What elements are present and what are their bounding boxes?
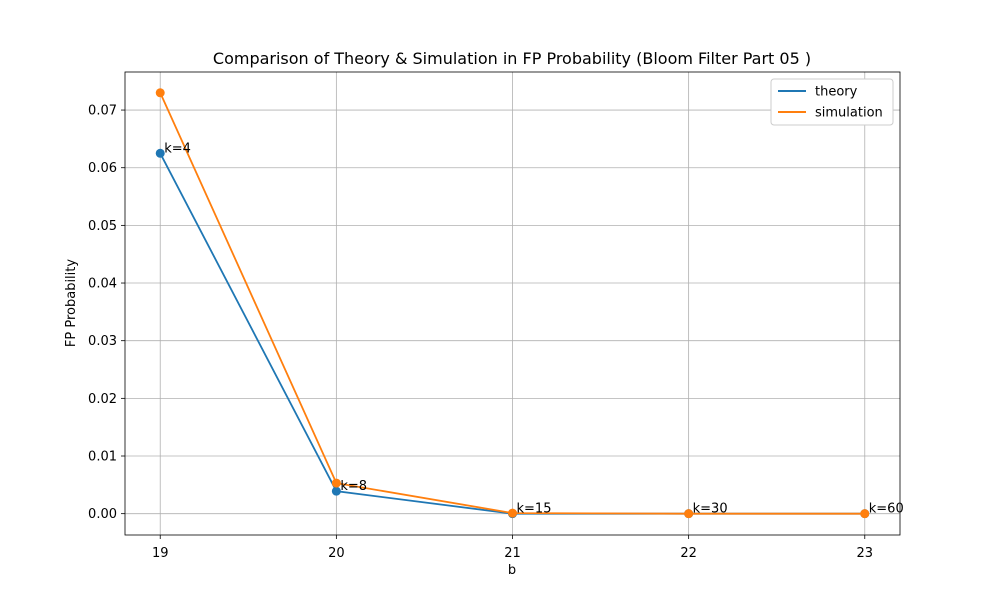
y-tick-label: 0.00: [88, 507, 117, 522]
y-tick-label: 0.07: [88, 104, 117, 119]
y-tick-label: 0.05: [88, 219, 117, 234]
series-point-simulation: [684, 509, 694, 519]
x-tick-label: 19: [152, 546, 169, 561]
legend-label-theory: theory: [815, 85, 858, 100]
annotations: k=4 k=8 k=15 k=30 k=60: [164, 141, 904, 516]
x-tick-label: 21: [504, 546, 521, 561]
x-tick-label: 20: [328, 546, 345, 561]
series-point-simulation: [508, 508, 517, 518]
series-point-theory: [331, 486, 341, 496]
y-tick-label: 0.02: [88, 392, 117, 407]
y-tick-label: 0.03: [88, 334, 117, 349]
y-tick-label: 0.01: [88, 450, 117, 465]
series-point-simulation: [331, 478, 341, 488]
x-axis-label: b: [508, 563, 516, 578]
series-point-simulation: [860, 509, 870, 519]
chart-title: Comparison of Theory & Simulation in FP …: [213, 49, 811, 68]
y-tick-label: 0.04: [88, 277, 117, 292]
annotation-label: k=8: [340, 479, 367, 494]
x-tick-label: 23: [856, 546, 873, 561]
ticks: 19 20 21 22 23 0.00 0.01 0.02 0.03 0.04 0.05 0.06 0.…: [88, 104, 873, 561]
legend-label-simulation: simulation: [815, 106, 883, 121]
legend: theory simulation: [770, 78, 894, 126]
annotation-label: k=15: [517, 502, 552, 517]
x-tick-label: 22: [680, 546, 697, 561]
plot-series: [155, 88, 870, 519]
series-point-theory: [155, 148, 165, 158]
annotation-label: k=60: [869, 502, 904, 517]
series-point-simulation: [155, 88, 165, 98]
annotation-label: k=4: [164, 141, 191, 156]
grid: [125, 72, 900, 535]
y-tick-label: 0.06: [88, 161, 117, 176]
y-axis-label: FP Probability: [64, 259, 79, 347]
annotation-label: k=30: [693, 502, 728, 517]
